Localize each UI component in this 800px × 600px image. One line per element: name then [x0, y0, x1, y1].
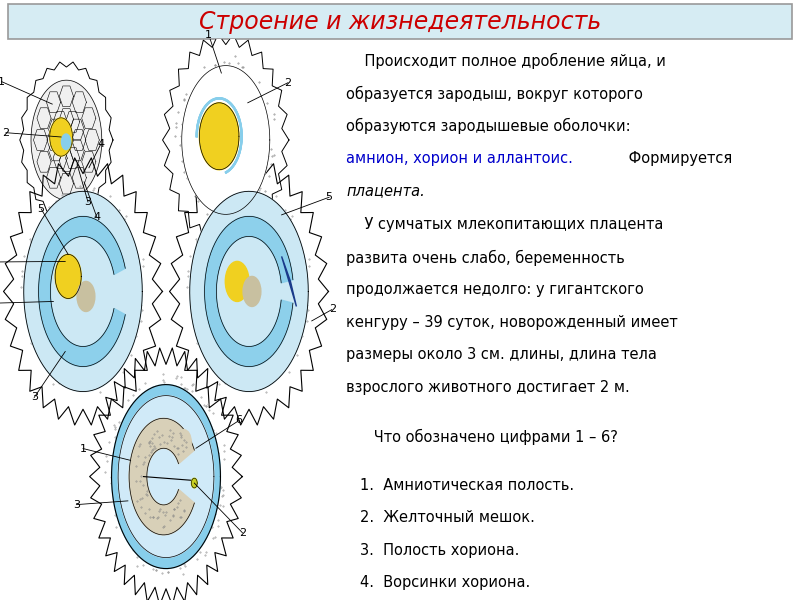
Circle shape — [182, 65, 270, 214]
Polygon shape — [282, 256, 297, 307]
Text: 1: 1 — [206, 30, 212, 40]
Circle shape — [55, 254, 82, 298]
Circle shape — [190, 191, 308, 392]
Polygon shape — [20, 62, 113, 218]
Polygon shape — [90, 348, 242, 600]
Text: 1: 1 — [79, 443, 86, 454]
Circle shape — [199, 103, 239, 170]
Circle shape — [50, 118, 73, 156]
Circle shape — [62, 134, 70, 149]
Polygon shape — [162, 34, 289, 246]
Polygon shape — [129, 418, 194, 535]
Text: Происходит полное дробление яйца, и: Происходит полное дробление яйца, и — [346, 53, 666, 69]
Text: 4: 4 — [98, 139, 104, 149]
Text: Что обозначено цифрами 1 – 6?: Что обозначено цифрами 1 – 6? — [346, 429, 618, 445]
Circle shape — [177, 430, 191, 454]
Text: 1.  Амниотическая полость.: 1. Амниотическая полость. — [360, 478, 574, 493]
Text: плацента.: плацента. — [346, 183, 425, 198]
Text: 3: 3 — [85, 197, 91, 207]
Circle shape — [243, 277, 261, 307]
Text: Строение и жизнедеятельность: Строение и жизнедеятельность — [199, 10, 601, 34]
Circle shape — [24, 191, 142, 392]
Text: 1: 1 — [0, 77, 5, 86]
Text: кенгуру – 39 суток, новорожденный имеет: кенгуру – 39 суток, новорожденный имеет — [346, 315, 678, 330]
Text: У сумчатых млекопитающих плацента: У сумчатых млекопитающих плацента — [346, 217, 663, 232]
Polygon shape — [205, 217, 293, 367]
Polygon shape — [38, 217, 126, 367]
Text: Формируется: Формируется — [625, 151, 733, 166]
Text: 3.  Полость хориона.: 3. Полость хориона. — [360, 543, 519, 558]
Text: 6: 6 — [235, 415, 242, 425]
Polygon shape — [170, 158, 329, 425]
Text: 2: 2 — [284, 78, 291, 88]
Text: 2.  Желточный мешок.: 2. Желточный мешок. — [360, 510, 535, 525]
Text: 4: 4 — [93, 212, 100, 221]
Circle shape — [191, 478, 197, 488]
Text: 2: 2 — [2, 128, 10, 137]
Text: образуются зародышевые оболочки:: образуются зародышевые оболочки: — [346, 118, 630, 134]
Text: 5: 5 — [38, 204, 45, 214]
Text: развита очень слабо, беременность: развита очень слабо, беременность — [346, 250, 625, 266]
Text: 3: 3 — [30, 392, 38, 403]
Polygon shape — [31, 80, 102, 200]
Polygon shape — [3, 158, 162, 425]
Text: 2: 2 — [329, 304, 336, 314]
Text: продолжается недолго: у гигантского: продолжается недолго: у гигантского — [346, 283, 644, 298]
Text: размеры около 3 см. длины, длина тела: размеры около 3 см. длины, длина тела — [346, 347, 657, 362]
Text: 3: 3 — [73, 500, 80, 509]
FancyBboxPatch shape — [8, 4, 792, 39]
Text: 4.  Ворсинки хориона.: 4. Ворсинки хориона. — [360, 575, 530, 590]
Text: 2: 2 — [238, 527, 246, 538]
Circle shape — [226, 262, 249, 301]
Circle shape — [111, 385, 221, 569]
Text: взрослого животного достигает 2 м.: взрослого животного достигает 2 м. — [346, 380, 630, 395]
Text: амнион, хорион и аллантоис.: амнион, хорион и аллантоис. — [346, 151, 573, 166]
Text: образуется зародыш, вокруг которого: образуется зародыш, вокруг которого — [346, 86, 643, 102]
Text: 5: 5 — [326, 192, 333, 202]
Circle shape — [118, 395, 214, 557]
Circle shape — [77, 281, 95, 311]
